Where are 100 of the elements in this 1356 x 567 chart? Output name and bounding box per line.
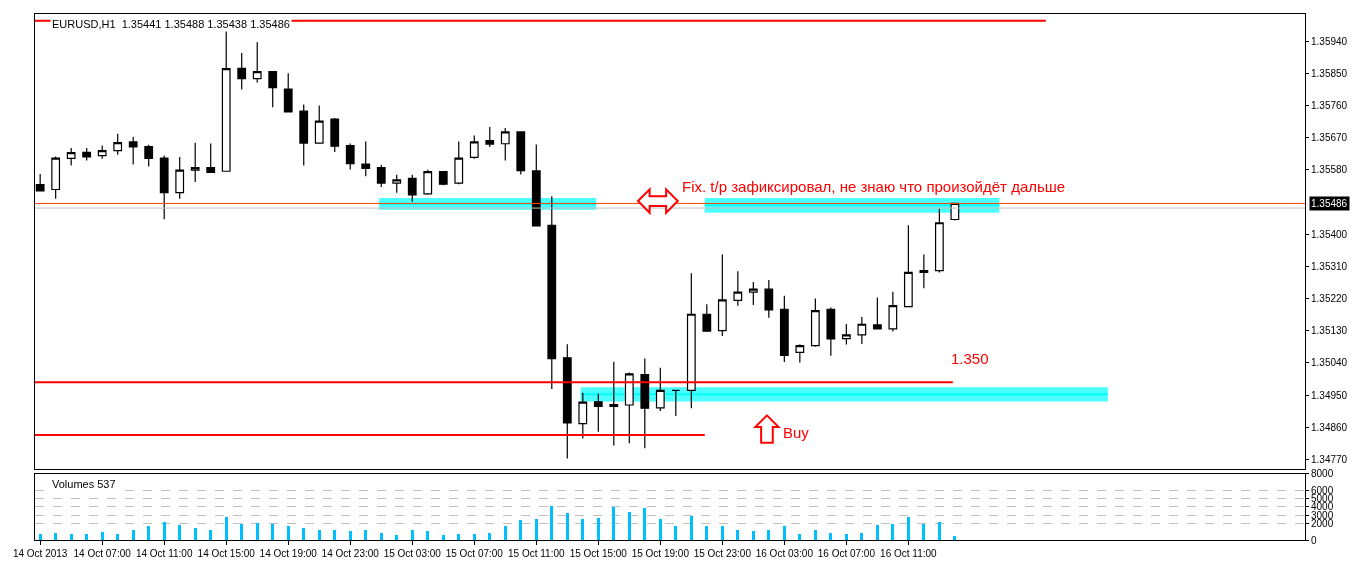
ref-line-label: 1.35486 bbox=[1311, 198, 1348, 209]
bar bbox=[178, 524, 181, 540]
candlestick bbox=[376, 164, 386, 188]
bar bbox=[628, 511, 631, 540]
bar bbox=[659, 518, 662, 540]
bar bbox=[70, 533, 73, 540]
candlestick bbox=[392, 174, 402, 194]
candlestick bbox=[82, 147, 92, 162]
bar bbox=[519, 519, 522, 540]
candlestick bbox=[97, 144, 107, 160]
bar bbox=[473, 533, 476, 540]
bar bbox=[116, 533, 119, 540]
bar bbox=[922, 523, 925, 540]
candlestick bbox=[190, 142, 200, 183]
bar bbox=[488, 532, 491, 540]
candlestick bbox=[810, 297, 820, 348]
candlestick bbox=[51, 156, 61, 200]
candlestick bbox=[640, 357, 650, 449]
y-tick-label: 1.35850 bbox=[1311, 67, 1348, 79]
bar bbox=[876, 524, 879, 540]
bar bbox=[767, 529, 770, 540]
candlestick bbox=[934, 208, 944, 274]
bar bbox=[349, 530, 352, 540]
bar bbox=[457, 533, 460, 540]
bar bbox=[643, 507, 646, 540]
candlestick bbox=[345, 142, 355, 171]
candlestick bbox=[128, 136, 138, 166]
bar bbox=[101, 531, 104, 540]
bar bbox=[829, 532, 832, 540]
candlestick bbox=[888, 291, 898, 332]
y-tick-label: 1.35580 bbox=[1311, 164, 1348, 176]
bar bbox=[287, 525, 290, 540]
annotation: Buy bbox=[783, 424, 810, 441]
chart-title: EURUSD,H1 1.35441 1.35488 1.35438 1.35486 bbox=[52, 18, 290, 30]
y-tick-label: 1.35400 bbox=[1311, 228, 1348, 240]
candlestick bbox=[438, 171, 448, 186]
bar bbox=[380, 532, 383, 540]
candlestick bbox=[268, 70, 278, 108]
bar bbox=[814, 529, 817, 540]
bar bbox=[736, 529, 739, 540]
candlestick bbox=[407, 174, 417, 203]
candlestick bbox=[624, 371, 634, 444]
candlestick bbox=[237, 52, 247, 91]
bar bbox=[566, 512, 569, 540]
bar bbox=[860, 532, 863, 540]
candlestick bbox=[516, 131, 526, 176]
y-tick-label: 1.35130 bbox=[1311, 325, 1348, 337]
bar bbox=[225, 516, 228, 540]
x-tick-label: 15 Oct 15:00 bbox=[569, 548, 628, 559]
x-tick-label: 15 Oct 23:00 bbox=[693, 548, 752, 559]
x-tick-label: 14 Oct 15:00 bbox=[197, 548, 256, 559]
candlestick bbox=[671, 389, 681, 417]
bar bbox=[612, 506, 615, 540]
bar bbox=[953, 535, 956, 540]
bar bbox=[705, 525, 708, 540]
x-tick-label: 15 Oct 19:00 bbox=[631, 548, 690, 559]
candlestick bbox=[686, 272, 696, 409]
y-tick-label: 1.35220 bbox=[1311, 293, 1348, 304]
candlestick bbox=[547, 195, 557, 390]
candlestick bbox=[655, 367, 665, 412]
candlestick bbox=[252, 41, 262, 84]
x-tick-label: 14 Oct 23:00 bbox=[321, 548, 380, 559]
x-tick-label: 15 Oct 03:00 bbox=[383, 548, 442, 559]
x-tick-label: 14 Oct 2013 bbox=[12, 548, 68, 559]
bar bbox=[333, 529, 336, 540]
y-tick-label: 1.34860 bbox=[1311, 421, 1348, 433]
candlestick bbox=[702, 303, 712, 333]
bar bbox=[891, 523, 894, 540]
candlestick bbox=[299, 103, 309, 167]
candlestick bbox=[66, 147, 76, 167]
y-tick-label: 1.35760 bbox=[1311, 100, 1348, 111]
bar bbox=[302, 527, 305, 540]
bar bbox=[504, 525, 507, 540]
candlestick bbox=[609, 361, 619, 446]
bar bbox=[845, 533, 848, 540]
bar bbox=[163, 521, 166, 540]
candlestick bbox=[748, 281, 758, 306]
x-tick-label: 14 Oct 11:00 bbox=[135, 548, 193, 559]
candlestick bbox=[733, 270, 743, 307]
x-tick-label: 16 Oct 03:00 bbox=[755, 548, 814, 559]
bar bbox=[442, 534, 445, 540]
y-tick-label: 1.35940 bbox=[1311, 35, 1348, 47]
bar bbox=[721, 525, 724, 540]
annotation: Fix. t/p зафиксировал, не знаю что произойдёт дальше bbox=[682, 178, 1066, 195]
bar bbox=[194, 527, 197, 540]
candlestick bbox=[764, 279, 774, 319]
bar bbox=[783, 525, 786, 540]
bar bbox=[535, 518, 538, 540]
bar bbox=[318, 529, 321, 540]
y-tick-label: 6000 bbox=[1311, 484, 1334, 496]
x-tick-label: 14 Oct 07:00 bbox=[73, 548, 132, 559]
bar bbox=[132, 529, 135, 540]
candlestick bbox=[500, 127, 510, 162]
y-tick-label: 1.35310 bbox=[1311, 260, 1348, 272]
bar bbox=[798, 533, 801, 540]
candlestick bbox=[562, 343, 572, 460]
chart-title: Volumes 537 bbox=[52, 478, 116, 490]
candlestick bbox=[283, 72, 293, 113]
candlestick bbox=[593, 392, 603, 433]
x-tick-label: 15 Oct 07:00 bbox=[445, 548, 504, 559]
